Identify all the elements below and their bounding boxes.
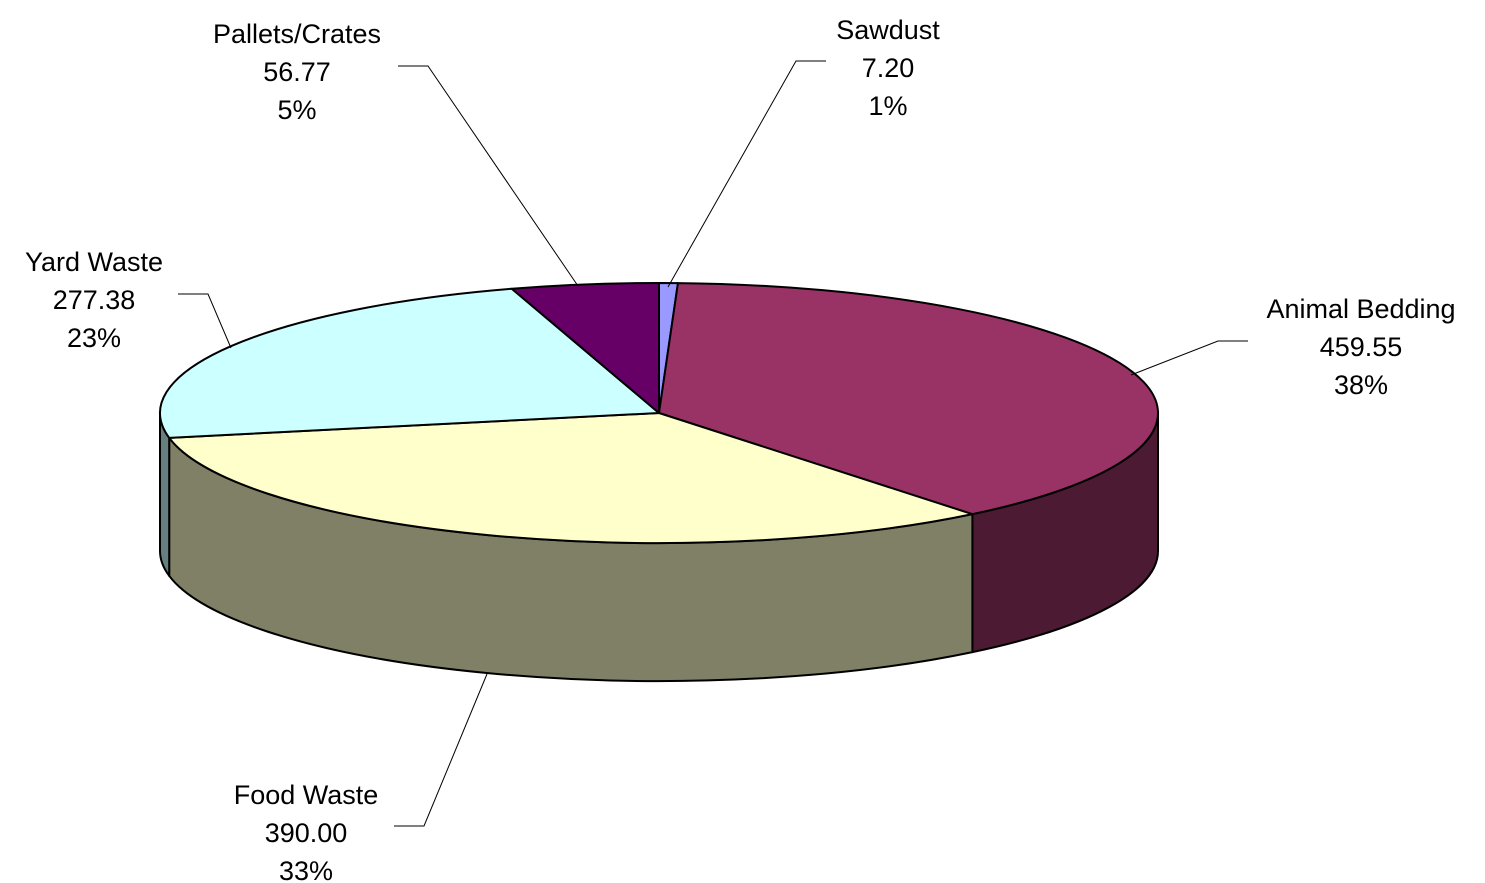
leader-line-pallets-crates — [398, 65, 579, 287]
label-category-pallets-crates: Pallets/Crates — [213, 19, 381, 49]
pie-slice-yard-waste — [159, 287, 660, 439]
label-category-yard-waste: Yard Waste — [25, 247, 163, 277]
pie-tops — [159, 281, 1159, 544]
label-percent-pallets-crates: 5% — [277, 95, 316, 125]
pie-sides — [159, 412, 1159, 682]
label-value-pallets-crates: 56.77 — [263, 57, 331, 87]
leader-line-animal-bedding — [1130, 340, 1248, 376]
leader-line-yard-waste — [178, 293, 232, 349]
pie-slice-food-waste — [168, 412, 974, 544]
label-category-animal-bedding: Animal Bedding — [1266, 294, 1455, 324]
leader-line-sawdust — [667, 60, 826, 288]
label-value-food-waste: 390.00 — [265, 818, 348, 848]
label-value-yard-waste: 277.38 — [53, 285, 136, 315]
label-percent-food-waste: 33% — [279, 856, 333, 883]
data-labels: Sawdust 7.20 1% Animal Bedding 459.55 38% Food… — [25, 15, 1456, 883]
pie-slice-pallets-crates — [510, 282, 660, 414]
label-category-sawdust: Sawdust — [836, 15, 940, 45]
pie-slice-animal-bedding — [658, 282, 1159, 516]
label-value-animal-bedding: 459.55 — [1320, 332, 1403, 362]
label-percent-animal-bedding: 38% — [1334, 370, 1388, 400]
label-category-food-waste: Food Waste — [234, 780, 379, 810]
label-percent-yard-waste: 23% — [67, 323, 121, 353]
label-value-sawdust: 7.20 — [862, 53, 915, 83]
leader-line-food-waste — [394, 673, 488, 827]
label-percent-sawdust: 1% — [868, 91, 907, 121]
leader-lines — [178, 60, 1248, 827]
